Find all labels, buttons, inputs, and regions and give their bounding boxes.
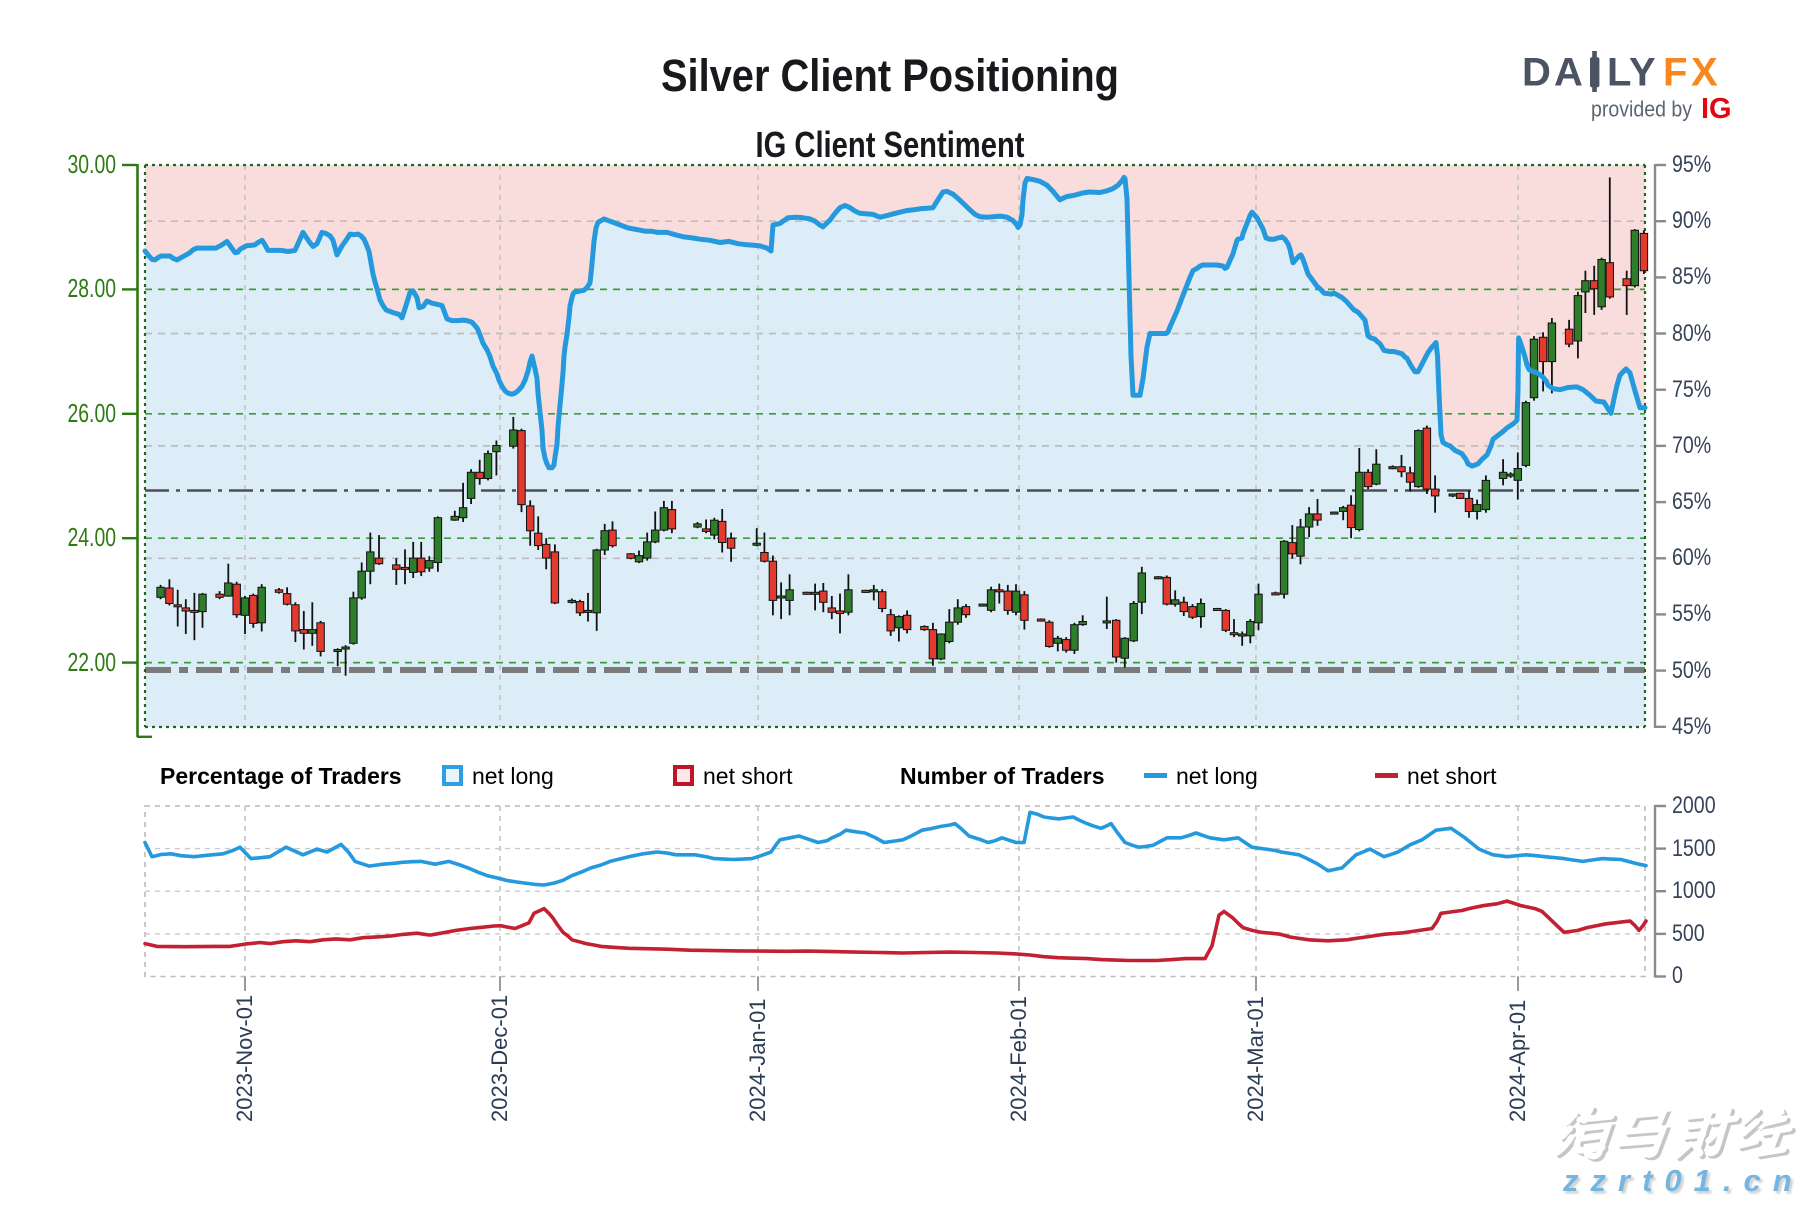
svg-text:provided by: provided by bbox=[1591, 97, 1692, 122]
svg-text:F: F bbox=[1663, 50, 1687, 94]
svg-text:L: L bbox=[1607, 50, 1631, 94]
svg-text:Y: Y bbox=[1629, 50, 1656, 94]
svg-text:IG: IG bbox=[1701, 93, 1732, 125]
svg-text:D: D bbox=[1522, 50, 1551, 94]
svg-text:A: A bbox=[1554, 50, 1583, 94]
svg-text:X: X bbox=[1691, 50, 1718, 94]
